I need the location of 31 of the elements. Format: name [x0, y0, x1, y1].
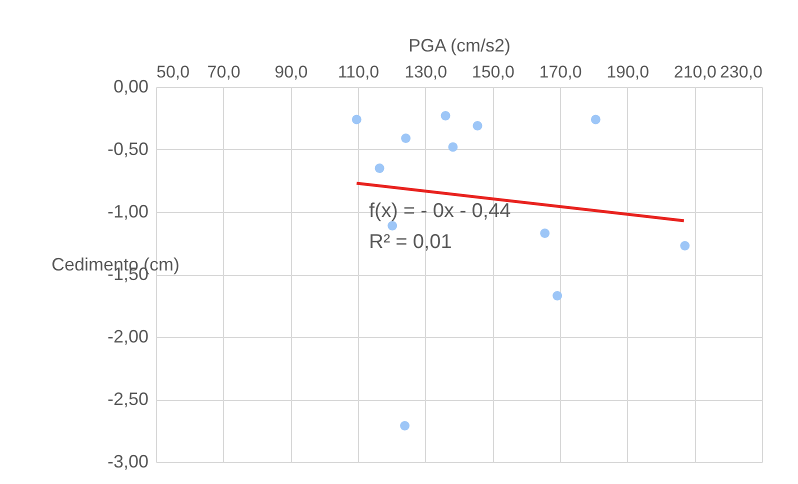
point	[388, 221, 398, 230]
x-tick-label: 50,0	[156, 62, 190, 82]
y-tick-label: -0,50	[107, 139, 148, 159]
y-tick-label: -2,00	[107, 326, 148, 346]
y-tick-label: 0,00	[113, 76, 148, 96]
x-tick-label: 170,0	[539, 62, 582, 82]
annotation: R² = 0,01	[369, 231, 452, 253]
point	[472, 121, 482, 130]
point	[448, 142, 458, 152]
y-tick-label: -3,00	[107, 452, 148, 472]
x-tick-label: 210,0	[674, 62, 716, 82]
point	[590, 114, 600, 124]
x-tick-label: 110,0	[338, 62, 380, 82]
x-tick-label: 70,0	[207, 62, 240, 82]
y-tick-label: -1,00	[107, 202, 148, 222]
point	[440, 111, 450, 120]
y-tick-label: -2,50	[107, 389, 148, 409]
annotation: f(x) = - 0x - 0,44	[369, 200, 511, 222]
point	[680, 241, 690, 250]
point	[352, 114, 362, 124]
point	[400, 421, 410, 430]
x-axis-title: PGA (cm/s2)	[408, 36, 511, 56]
point	[401, 134, 411, 143]
point	[552, 291, 562, 300]
x-tick-label: 130,0	[404, 62, 448, 82]
point	[374, 164, 384, 173]
point	[540, 228, 550, 238]
x-tick-label: 150,0	[472, 62, 514, 82]
x-tick-label: 230,0	[720, 62, 762, 82]
x-tick-label: 90,0	[274, 62, 308, 82]
x-tick-label: 190,0	[606, 62, 650, 82]
